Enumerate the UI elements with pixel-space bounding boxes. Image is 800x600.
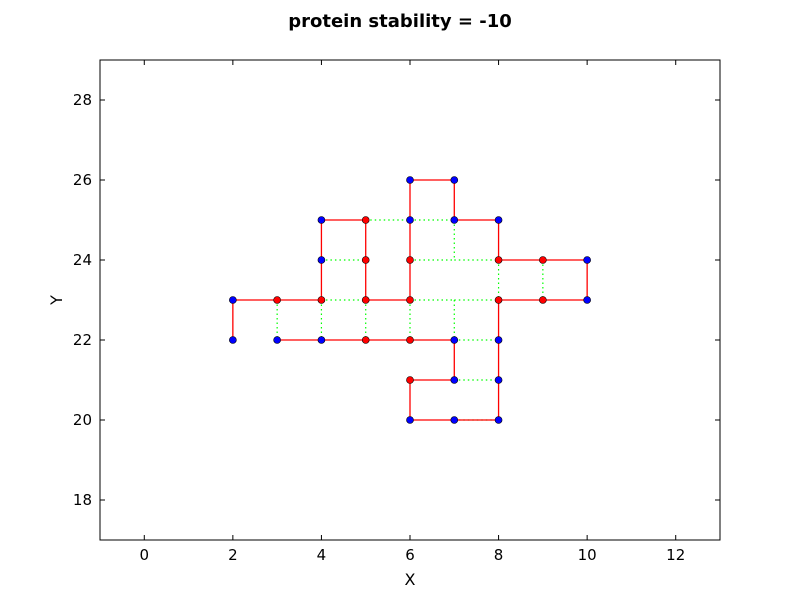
y-axis-label: Y	[47, 295, 66, 306]
x-axis-label: X	[405, 570, 416, 589]
polar-residue-point	[273, 336, 281, 344]
hydrophobic-residue-point	[494, 296, 503, 304]
hydrophobic-residue-point	[539, 256, 547, 264]
polar-residue-point	[494, 336, 503, 344]
hydrophobic-residue-point	[361, 216, 370, 224]
polar-residue-point	[494, 376, 503, 384]
x-tick-label: 8	[494, 546, 504, 564]
hydrophobic-residue-point	[406, 336, 414, 344]
polar-residue-point	[450, 176, 459, 184]
x-tick-label: 6	[405, 546, 415, 564]
hydrophobic-residue-point	[361, 256, 370, 264]
x-tick-label: 2	[228, 546, 238, 564]
polar-residue-point	[583, 296, 591, 304]
hydrophobic-residue-point	[273, 296, 281, 304]
x-tick-label: 0	[140, 546, 150, 564]
polar-residue-point	[450, 216, 459, 224]
polar-residue-point	[450, 376, 459, 384]
hydrophobic-residue-point	[361, 296, 370, 304]
polar-residue-point	[317, 256, 326, 264]
polar-residue-point	[406, 216, 414, 224]
polar-residue-point	[494, 416, 503, 424]
x-tick-label: 4	[317, 546, 327, 564]
x-tick-label: 12	[666, 546, 685, 564]
y-tick-label: 20	[73, 411, 92, 429]
chart-title: protein stability = -10	[288, 11, 512, 32]
hydrophobic-residue-point	[361, 336, 370, 344]
x-tick-label: 10	[578, 546, 597, 564]
y-tick-label: 24	[73, 251, 92, 269]
y-tick-label: 28	[73, 91, 92, 109]
hydrophobic-residue-point	[494, 256, 503, 264]
marker-layer	[229, 176, 591, 424]
polar-residue-point	[229, 296, 237, 304]
chain-line	[232, 179, 588, 421]
polar-residue-point	[406, 416, 414, 424]
polar-residue-point	[583, 256, 591, 264]
y-tick-label: 26	[73, 171, 92, 189]
hydrophobic-residue-point	[406, 256, 414, 264]
polar-residue-point	[317, 216, 326, 224]
y-tick-label: 18	[73, 491, 92, 509]
polar-residue-point	[406, 176, 414, 184]
polar-residue-point	[317, 336, 326, 344]
chain-layer	[232, 179, 588, 421]
polar-residue-point	[450, 336, 459, 344]
polar-residue-point	[450, 416, 459, 424]
y-tick-label: 22	[73, 331, 92, 349]
polar-residue-point	[229, 336, 237, 344]
polar-residue-point	[494, 216, 503, 224]
hydrophobic-residue-point	[317, 296, 326, 304]
hydrophobic-residue-point	[406, 376, 414, 384]
hydrophobic-residue-point	[406, 296, 414, 304]
hydrophobic-residue-point	[539, 296, 547, 304]
